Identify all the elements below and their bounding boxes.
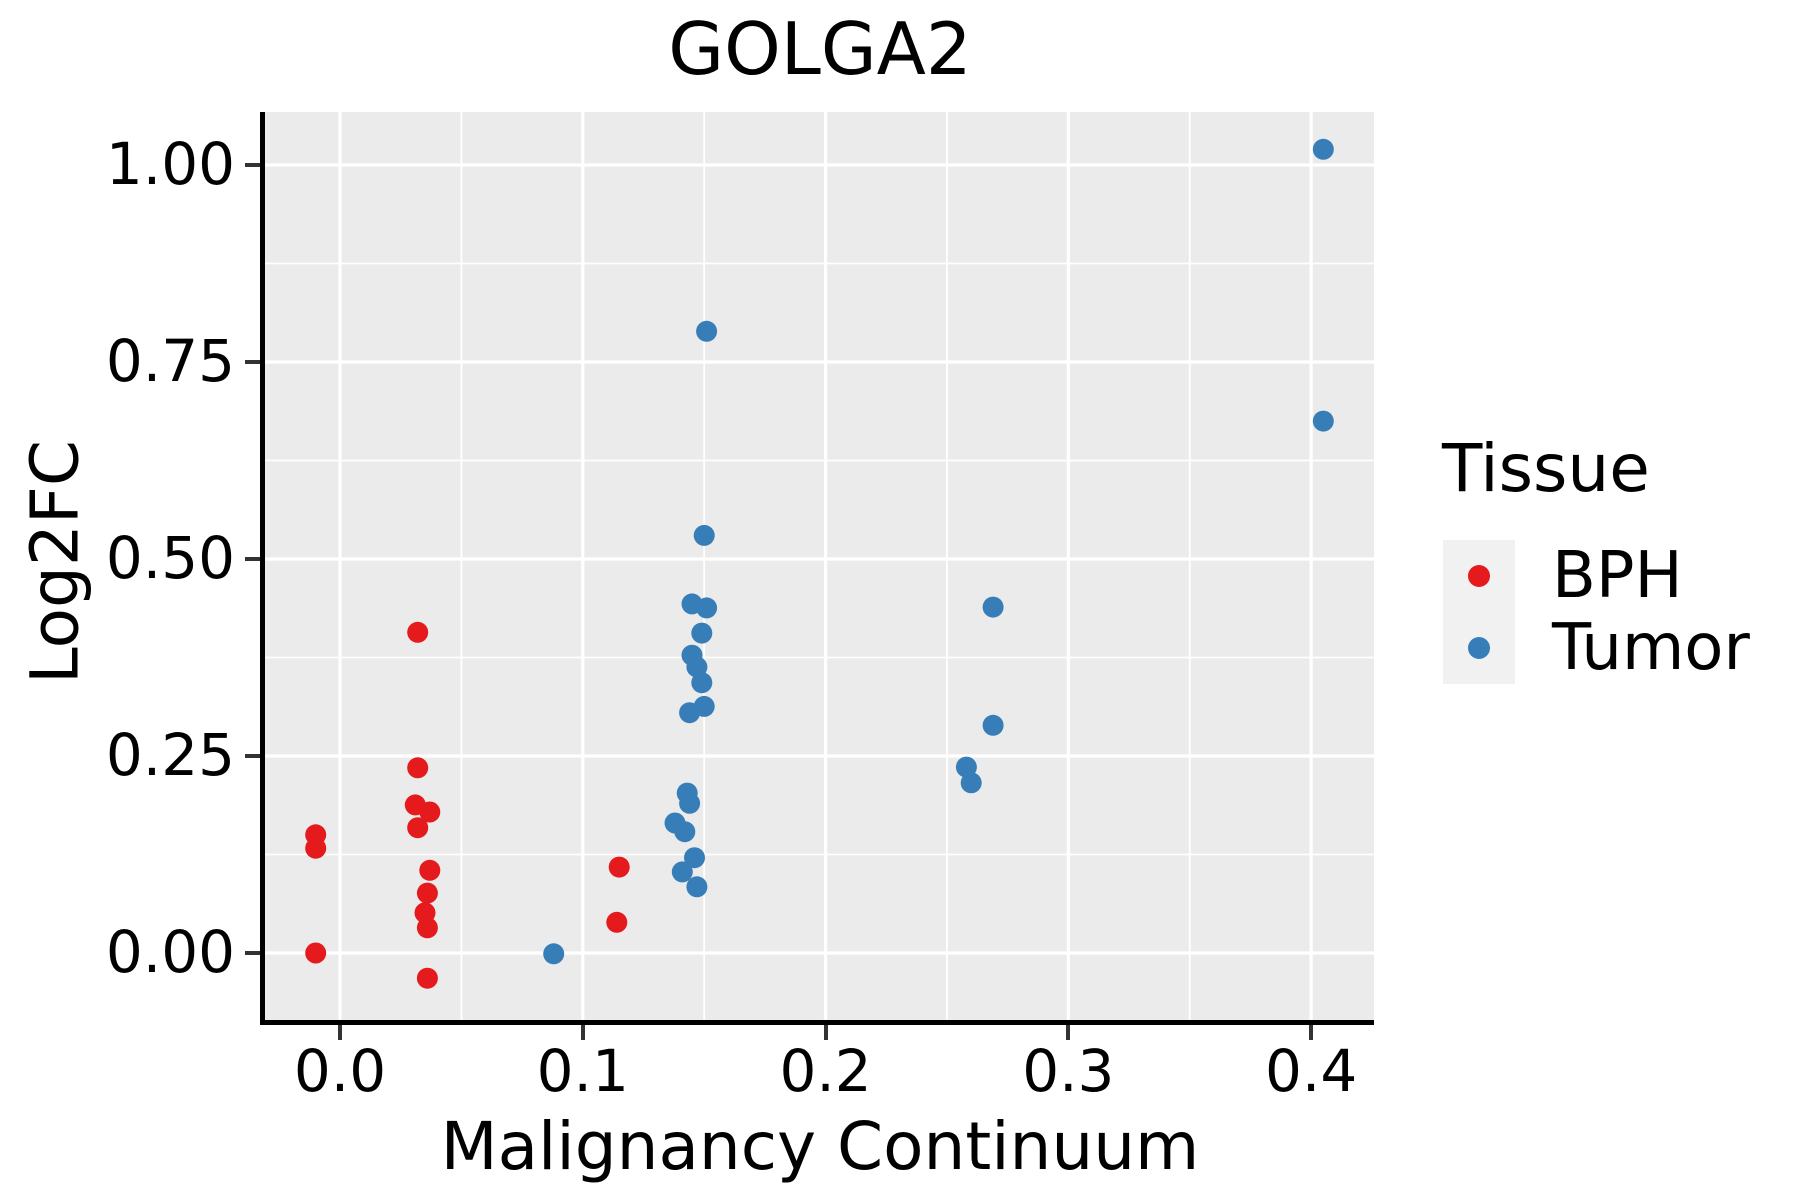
data-point-bph <box>419 859 441 881</box>
data-point-bph <box>606 911 628 933</box>
legend-dot-bph-icon <box>1468 565 1490 587</box>
data-point-bph <box>305 942 327 964</box>
data-point-tumor <box>674 821 696 843</box>
data-point-bph <box>407 621 429 643</box>
data-point-tumor <box>679 702 701 724</box>
legend-label-bph: BPH <box>1552 539 1683 613</box>
data-point-tumor <box>691 672 713 694</box>
data-point-bph <box>416 967 438 989</box>
data-point-bph <box>305 837 327 859</box>
legend-dot-tumor-icon <box>1468 637 1490 659</box>
x-tick-mark <box>823 1025 828 1040</box>
y-tick-label: 0.75 <box>105 327 235 396</box>
y-tick-label: 0.50 <box>105 524 235 593</box>
x-tick-label: 0.3 <box>1022 1037 1115 1105</box>
plot-area-svg <box>265 112 1374 1020</box>
data-point-tumor <box>543 943 565 965</box>
x-tick-mark <box>1066 1025 1071 1040</box>
data-point-tumor <box>686 876 708 898</box>
y-tick-label: 1.00 <box>105 130 235 199</box>
x-tick-mark <box>1309 1025 1314 1040</box>
y-axis-title: Log2FC <box>16 440 94 684</box>
data-point-bph <box>416 917 438 939</box>
legend-key-tumor <box>1443 612 1515 684</box>
legend-title: Tissue <box>1442 430 1650 507</box>
data-point-tumor <box>960 772 982 794</box>
data-point-bph <box>608 856 630 878</box>
data-point-bph <box>407 757 429 779</box>
x-tick-label: 0.4 <box>1264 1037 1358 1105</box>
y-tick-mark <box>245 754 260 759</box>
data-point-tumor <box>679 792 701 814</box>
data-point-tumor <box>982 596 1004 618</box>
y-tick-mark <box>245 951 260 956</box>
x-tick-mark <box>338 1025 343 1040</box>
x-tick-label: 0.0 <box>293 1037 387 1105</box>
y-tick-label: 0.25 <box>105 721 235 790</box>
data-point-bph <box>407 817 429 839</box>
data-point-tumor <box>691 622 713 644</box>
data-point-tumor <box>693 524 715 546</box>
data-point-tumor <box>982 714 1004 736</box>
y-tick-label: 0.00 <box>105 918 235 987</box>
legend-key-bph <box>1443 540 1515 612</box>
data-point-tumor <box>1312 410 1334 432</box>
chart-title: GOLGA2 <box>668 7 972 91</box>
data-point-tumor <box>696 597 718 619</box>
y-tick-mark <box>245 163 260 168</box>
y-tick-mark <box>245 360 260 365</box>
x-tick-label: 0.2 <box>779 1037 872 1105</box>
data-point-tumor <box>1312 138 1334 160</box>
data-point-bph <box>419 801 441 823</box>
x-tick-label: 0.1 <box>536 1037 629 1105</box>
data-point-bph <box>416 882 438 904</box>
x-axis-title: Malignancy Continuum <box>440 1108 1200 1185</box>
plot-panel <box>260 112 1374 1025</box>
x-tick-mark <box>580 1025 585 1040</box>
legend-label-tumor: Tumor <box>1552 611 1750 685</box>
data-point-tumor <box>696 320 718 342</box>
data-point-tumor <box>684 847 705 869</box>
data-point-tumor <box>671 861 693 883</box>
y-tick-mark <box>245 557 260 562</box>
